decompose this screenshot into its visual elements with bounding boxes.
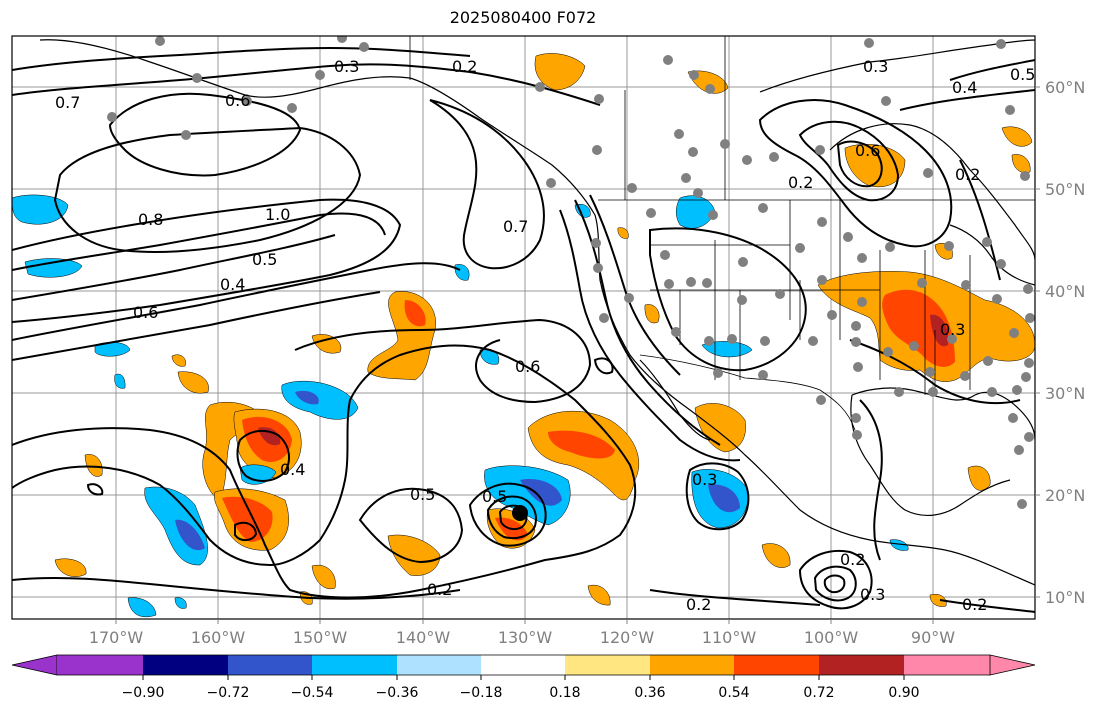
- lon-label: 130°W: [498, 628, 553, 647]
- colorbar-max-extend: [989, 654, 1036, 676]
- lon-label: 110°W: [702, 628, 757, 647]
- colorbar-bin: [565, 655, 650, 675]
- contour-label: 0.2: [962, 595, 987, 614]
- map-title: 2025080400 F072: [449, 8, 597, 27]
- contour-label: 0.6: [225, 91, 250, 110]
- colorbar: −0.90 −0.72 −0.54 −0.36 −0.18 0.18 0.36 …: [11, 654, 1036, 701]
- colorbar-bin: [143, 655, 228, 675]
- coastlines: [39, 39, 1035, 586]
- contour-label: 0.2: [788, 173, 813, 192]
- borders: [409, 36, 1035, 431]
- contour-label: 0.5: [1010, 65, 1035, 84]
- lat-label: 10°N: [1045, 588, 1085, 607]
- contour-label: 0.5: [482, 487, 507, 506]
- lat-label: 40°N: [1045, 282, 1085, 301]
- contour-label: 0.6: [515, 357, 540, 376]
- lon-label: 170°W: [89, 628, 144, 647]
- colorbar-bin: [312, 655, 397, 675]
- lat-label: 20°N: [1045, 486, 1085, 505]
- contour-label: 0.3: [334, 57, 359, 76]
- storm-center-marker: [512, 505, 528, 521]
- contour-label: 1.0: [265, 205, 290, 224]
- colorbar-bin: [904, 655, 990, 675]
- colorbar-bin: [481, 655, 565, 675]
- lon-label: 140°W: [396, 628, 451, 647]
- contour-label: 0.2: [840, 550, 865, 569]
- contour-label: 0.4: [280, 460, 305, 479]
- contour-label: 0.3: [692, 470, 717, 489]
- lon-label: 120°W: [600, 628, 655, 647]
- contour-label: 0.7: [503, 217, 528, 236]
- lon-label: 100°W: [804, 628, 859, 647]
- colorbar-tick-label: 0.90: [888, 685, 919, 701]
- contour-label: 0.6: [133, 303, 158, 322]
- lon-axis: 170°W 160°W 150°W 140°W 130°W 120°W 110°…: [89, 619, 955, 647]
- lat-axis: 60°N 50°N 40°N 30°N 20°N 10°N: [1035, 78, 1085, 607]
- contour-label: 0.3: [940, 320, 965, 339]
- contour-label: 0.7: [55, 93, 80, 112]
- colorbar-tick-label: −0.72: [207, 685, 250, 701]
- contour-label: 0.6: [855, 141, 880, 160]
- contour-label: 0.2: [955, 165, 980, 184]
- colorbar-tick-label: −0.54: [291, 685, 334, 701]
- contour-label: 0.8: [138, 210, 163, 229]
- colorbar-tick-label: −0.36: [376, 685, 419, 701]
- colorbar-bin: [397, 655, 481, 675]
- lat-label: 30°N: [1045, 384, 1085, 403]
- contour-label: 0.2: [452, 57, 477, 76]
- colorbar-tick-label: −0.18: [460, 685, 503, 701]
- colorbar-bin: [650, 655, 734, 675]
- colorbar-bin: [228, 655, 312, 675]
- map-frame: [11, 35, 1036, 620]
- contour-label: 0.4: [220, 275, 245, 294]
- contours: [12, 46, 1035, 613]
- station-markers: [107, 36, 1035, 509]
- contour-label: 0.4: [952, 78, 977, 97]
- contour-label: 0.3: [860, 585, 885, 604]
- contour-label: 0.2: [427, 580, 452, 599]
- lat-label: 60°N: [1045, 78, 1085, 97]
- lon-label: 90°W: [911, 628, 955, 647]
- colorbar-tick-label: 0.18: [549, 685, 580, 701]
- colorbar-tick-label: 0.54: [718, 685, 749, 701]
- shaded-field: [12, 53, 1035, 618]
- colorbar-bin: [819, 655, 904, 675]
- colorbar-min-extend: [11, 654, 58, 676]
- colorbar-tick-label: 0.72: [803, 685, 834, 701]
- lon-label: 160°W: [191, 628, 246, 647]
- contour-label: 0.3: [863, 57, 888, 76]
- lat-label: 50°N: [1045, 180, 1085, 199]
- colorbar-tick-label: 0.36: [634, 685, 665, 701]
- contour-labels: 0.7 0.6 0.3 0.2 1.0 0.8 0.6 0.4 0.5 0.7 …: [55, 57, 1035, 614]
- contour-label: 0.5: [252, 250, 277, 269]
- colorbar-bin: [734, 655, 819, 675]
- lon-label: 150°W: [293, 628, 348, 647]
- contour-label: 0.5: [410, 485, 435, 504]
- contour-label: 0.2: [686, 595, 711, 614]
- map-content: 0.7 0.6 0.3 0.2 1.0 0.8 0.6 0.4 0.5 0.7 …: [12, 36, 1035, 619]
- colorbar-tick-label: −0.90: [122, 685, 165, 701]
- colorbar-bin: [57, 655, 143, 675]
